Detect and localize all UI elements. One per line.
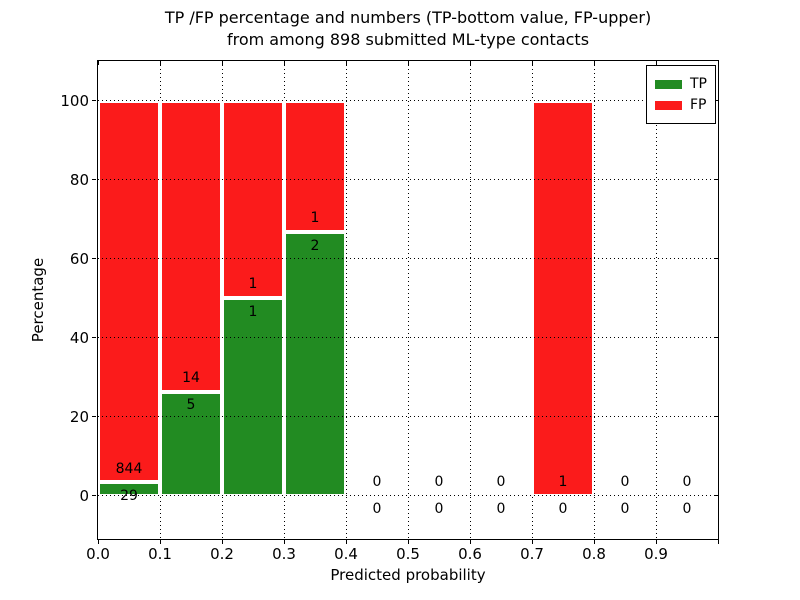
bar-segment-tp <box>284 232 346 496</box>
bar-label-fp: 0 <box>682 473 692 490</box>
x-tick-mark-top <box>221 61 223 65</box>
bar-segment-fp <box>222 100 284 299</box>
x-tick-mark <box>469 540 471 544</box>
x-tick-label: 0.6 <box>458 545 482 563</box>
x-axis-label: Predicted probability <box>330 566 486 584</box>
x-tick-label: 0.8 <box>582 545 606 563</box>
bar-label-fp: 1 <box>310 210 320 227</box>
bar-segment-fp <box>160 100 222 392</box>
y-tick-mark <box>92 179 96 180</box>
x-tick-mark <box>159 540 161 544</box>
legend-item-fp: FP <box>655 96 707 114</box>
chart-title-line2: from among 898 submitted ML-type contact… <box>226 30 590 49</box>
chart-title-line1: TP /FP percentage and numbers (TP-bottom… <box>164 8 652 27</box>
bar-label-fp: 1 <box>248 276 258 293</box>
y-tick-label: 20 <box>69 407 89 426</box>
bar-segment-fp <box>532 100 594 496</box>
legend-item-tp: TP <box>655 75 707 93</box>
bar-label-tp: 0 <box>496 501 506 518</box>
bar-label-fp: 1 <box>558 473 568 490</box>
bar-label-tp: 0 <box>558 501 568 518</box>
y-tick-label: 60 <box>69 249 89 268</box>
y-tick-label: 0 <box>79 486 89 505</box>
bar-label-tp: 0 <box>620 501 630 518</box>
horizontal-gridline <box>98 495 718 497</box>
x-tick-mark <box>593 540 595 544</box>
x-tick-mark-top <box>97 61 99 65</box>
x-tick-mark-top <box>159 61 161 65</box>
x-tick-label: 0.0 <box>86 545 110 563</box>
x-tick-mark-top <box>717 61 719 65</box>
x-tick-label: 0.3 <box>272 545 296 563</box>
tp-swatch <box>655 79 682 89</box>
horizontal-gridline <box>98 337 718 339</box>
bar-label-fp: 0 <box>496 473 506 490</box>
y-tick-label: 40 <box>69 328 89 347</box>
x-tick-mark-top <box>531 61 533 65</box>
vertical-gridline <box>593 61 595 539</box>
bar-segment-tp <box>160 391 222 496</box>
horizontal-gridline <box>98 416 718 418</box>
x-tick-label: 0.9 <box>644 545 668 563</box>
y-tick-mark <box>92 258 96 260</box>
bar-segment-tp <box>98 482 160 496</box>
y-tick-mark <box>92 337 96 339</box>
x-tick-mark-top <box>655 61 657 65</box>
bar-label-tp: 2 <box>310 238 320 254</box>
bar-label-fp: 844 <box>115 460 143 477</box>
x-tick-mark-top <box>593 61 595 65</box>
bar-label-tp: 0 <box>682 501 692 518</box>
y-tick-mark <box>92 495 96 497</box>
bar-label-fp: 0 <box>434 473 444 490</box>
x-tick-label: 0.7 <box>520 545 544 563</box>
bar-label-tp: 5 <box>186 397 196 414</box>
x-tick-label: 0.1 <box>148 545 172 563</box>
legend-label-fp: FP <box>690 97 707 113</box>
x-tick-mark-top <box>283 61 285 65</box>
x-tick-mark-top <box>345 61 347 65</box>
horizontal-gridline <box>98 100 718 101</box>
x-tick-label: 0.4 <box>334 545 358 563</box>
bar-label-fp: 0 <box>620 473 630 490</box>
bar-label-tp: 0 <box>434 501 444 518</box>
bar-segment-tp <box>222 298 284 496</box>
x-tick-mark-top <box>407 61 409 65</box>
x-tick-label: 0.5 <box>396 545 420 563</box>
bar-segment-fp <box>98 100 160 483</box>
bar-label-tp: 29 <box>120 488 138 505</box>
x-tick-mark <box>283 540 285 544</box>
x-tick-mark <box>407 540 409 544</box>
bar-label-tp: 0 <box>372 501 382 518</box>
x-tick-mark <box>345 540 347 544</box>
y-tick-mark <box>92 416 96 418</box>
x-tick-mark <box>717 540 719 544</box>
y-tick-label: 80 <box>69 170 89 189</box>
vertical-gridline <box>655 61 657 539</box>
plot-area: 844 29 14 5 1 1 1 2 0 0 0 0 0 0 1 0 0 0 0 0 <box>97 60 719 540</box>
vertical-gridline <box>469 61 471 539</box>
bar-segment-fp <box>284 100 346 233</box>
x-tick-label: 0.2 <box>210 545 234 563</box>
x-tick-mark <box>531 540 533 544</box>
x-tick-mark <box>97 540 99 544</box>
bar-label-tp: 1 <box>248 303 258 320</box>
x-tick-mark <box>655 540 657 544</box>
legend: TP FP <box>646 65 716 124</box>
x-tick-mark-top <box>469 61 471 65</box>
chart-title: TP /FP percentage and numbers (TP-bottom… <box>97 7 719 51</box>
x-tick-mark <box>221 540 223 544</box>
bar-label-fp: 0 <box>372 473 382 490</box>
vertical-gridline <box>407 61 409 539</box>
horizontal-gridline <box>98 258 718 260</box>
bar-label-fp: 14 <box>182 369 200 386</box>
y-tick-label: 100 <box>60 91 89 110</box>
y-tick-mark <box>92 100 96 101</box>
legend-label-tp: TP <box>690 76 707 92</box>
vertical-gridline <box>345 61 347 539</box>
horizontal-gridline <box>98 179 718 180</box>
fp-swatch <box>655 100 682 110</box>
